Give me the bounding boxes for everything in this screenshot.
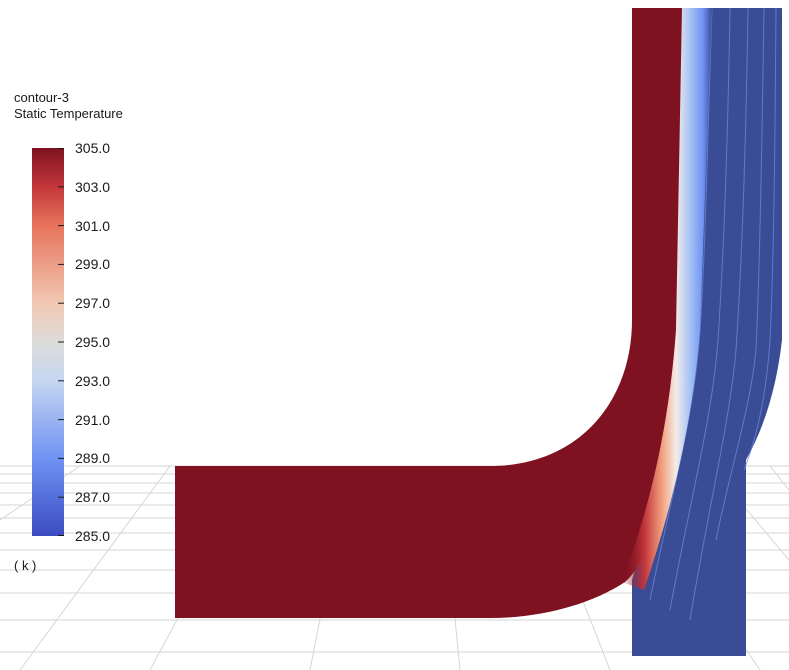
colorbar-tick-label: 301.0 (75, 217, 111, 234)
legend-units: ( k ) (14, 558, 37, 573)
legend-quantity: Static Temperature (14, 106, 123, 121)
front-grid (0, 465, 789, 621)
cold-contour-lines (649, 7, 777, 621)
temperature-interface (622, 8, 712, 590)
legend-contour-name: contour-3 (14, 90, 69, 105)
colorbar-tick-label: 305.0 (75, 140, 111, 156)
colorbar-tick-label: 293.0 (75, 372, 111, 389)
colorbar-tick-label: 285.0 (75, 528, 111, 544)
colorbar-tick-label: 297.0 (75, 295, 111, 312)
colorbar-tick-label: 299.0 (75, 256, 111, 273)
colorbar (32, 148, 64, 536)
colorbar-tick-label: 289.0 (75, 450, 111, 467)
colorbar-tick-label: 303.0 (75, 178, 111, 195)
colorbar-tick-label: 287.0 (75, 489, 111, 506)
hot-flow-region (175, 8, 694, 618)
colorbar-tick-label: 291.0 (75, 411, 111, 428)
colorbar-tick-label: 295.0 (75, 334, 111, 350)
